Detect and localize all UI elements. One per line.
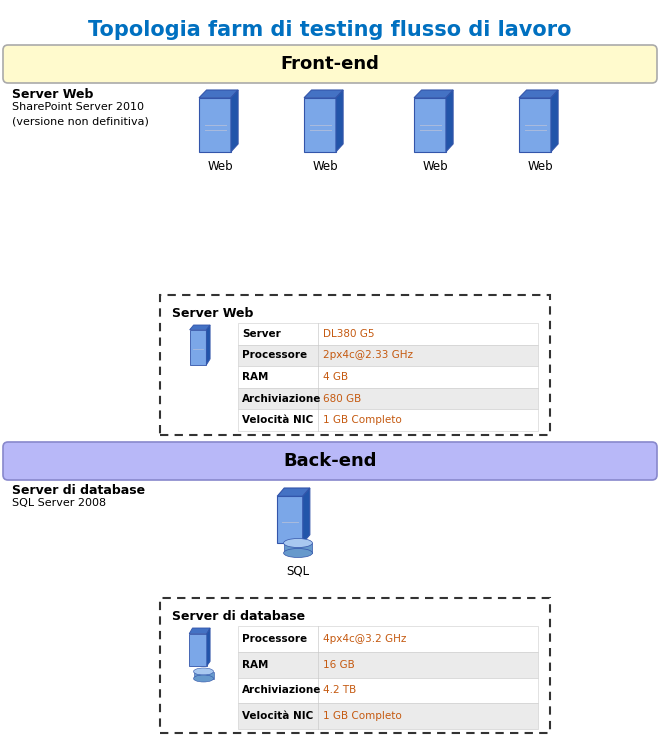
Ellipse shape (193, 675, 213, 682)
Text: 1 GB Completo: 1 GB Completo (323, 711, 402, 721)
Text: (versione non definitiva): (versione non definitiva) (12, 116, 149, 126)
Polygon shape (189, 628, 210, 634)
Polygon shape (231, 90, 238, 152)
Text: Server di database: Server di database (12, 484, 145, 497)
Polygon shape (414, 97, 446, 152)
Polygon shape (189, 330, 207, 365)
Ellipse shape (193, 668, 213, 675)
Polygon shape (304, 97, 336, 152)
Text: Velocità NIC: Velocità NIC (242, 415, 314, 426)
FancyBboxPatch shape (3, 442, 657, 480)
FancyBboxPatch shape (160, 598, 550, 733)
Polygon shape (519, 90, 558, 97)
Text: DL380 G5: DL380 G5 (323, 329, 374, 339)
Bar (238, 409, 538, 431)
Bar (238, 703, 538, 729)
Polygon shape (199, 97, 231, 152)
Bar (238, 652, 538, 678)
Text: RAM: RAM (242, 660, 269, 670)
Bar (193, 672, 213, 679)
Text: Web: Web (422, 160, 448, 173)
Bar (238, 323, 538, 344)
Text: 4px4c@3.2 GHz: 4px4c@3.2 GHz (323, 634, 407, 644)
Polygon shape (336, 90, 343, 152)
Polygon shape (207, 325, 210, 365)
FancyBboxPatch shape (160, 295, 550, 435)
Bar (238, 626, 538, 652)
Bar (284, 543, 312, 553)
Bar (238, 678, 538, 703)
Text: Velocità NIC: Velocità NIC (242, 711, 314, 721)
Text: 1 GB Completo: 1 GB Completo (323, 415, 402, 426)
Polygon shape (414, 90, 453, 97)
Text: SharePoint Server 2010: SharePoint Server 2010 (12, 102, 144, 112)
Text: 4 GB: 4 GB (323, 372, 348, 382)
Text: Server Web: Server Web (12, 88, 93, 101)
Ellipse shape (284, 539, 312, 548)
Polygon shape (519, 97, 551, 152)
Text: SQL: SQL (286, 565, 310, 578)
Text: 680 GB: 680 GB (323, 394, 361, 403)
Text: Server Web: Server Web (172, 307, 253, 320)
Text: Front-end: Front-end (280, 55, 380, 73)
Text: Web: Web (207, 160, 233, 173)
Text: Web: Web (527, 160, 553, 173)
Bar (238, 388, 538, 409)
Polygon shape (189, 325, 210, 330)
Polygon shape (446, 90, 453, 152)
FancyBboxPatch shape (3, 45, 657, 83)
Ellipse shape (284, 548, 312, 557)
Polygon shape (199, 90, 238, 97)
Text: Server di database: Server di database (172, 610, 305, 623)
Text: Server: Server (242, 329, 280, 339)
Text: 16 GB: 16 GB (323, 660, 355, 670)
Bar (238, 344, 538, 366)
Text: Archiviazione: Archiviazione (242, 685, 321, 696)
Text: Processore: Processore (242, 634, 307, 644)
Polygon shape (551, 90, 558, 152)
Text: Topologia farm di testing flusso di lavoro: Topologia farm di testing flusso di lavo… (88, 20, 572, 40)
Text: SQL Server 2008: SQL Server 2008 (12, 498, 106, 508)
Text: Processore: Processore (242, 350, 307, 360)
Polygon shape (303, 488, 310, 543)
Polygon shape (277, 496, 303, 543)
Polygon shape (207, 628, 210, 666)
Text: Archiviazione: Archiviazione (242, 394, 321, 403)
Polygon shape (189, 634, 207, 666)
Polygon shape (304, 90, 343, 97)
Text: Back-end: Back-end (283, 452, 377, 470)
Bar (238, 366, 538, 388)
Text: RAM: RAM (242, 372, 269, 382)
Text: Web: Web (312, 160, 338, 173)
Text: 4.2 TB: 4.2 TB (323, 685, 356, 696)
Text: 2px4c@2.33 GHz: 2px4c@2.33 GHz (323, 350, 413, 360)
Polygon shape (277, 488, 310, 496)
